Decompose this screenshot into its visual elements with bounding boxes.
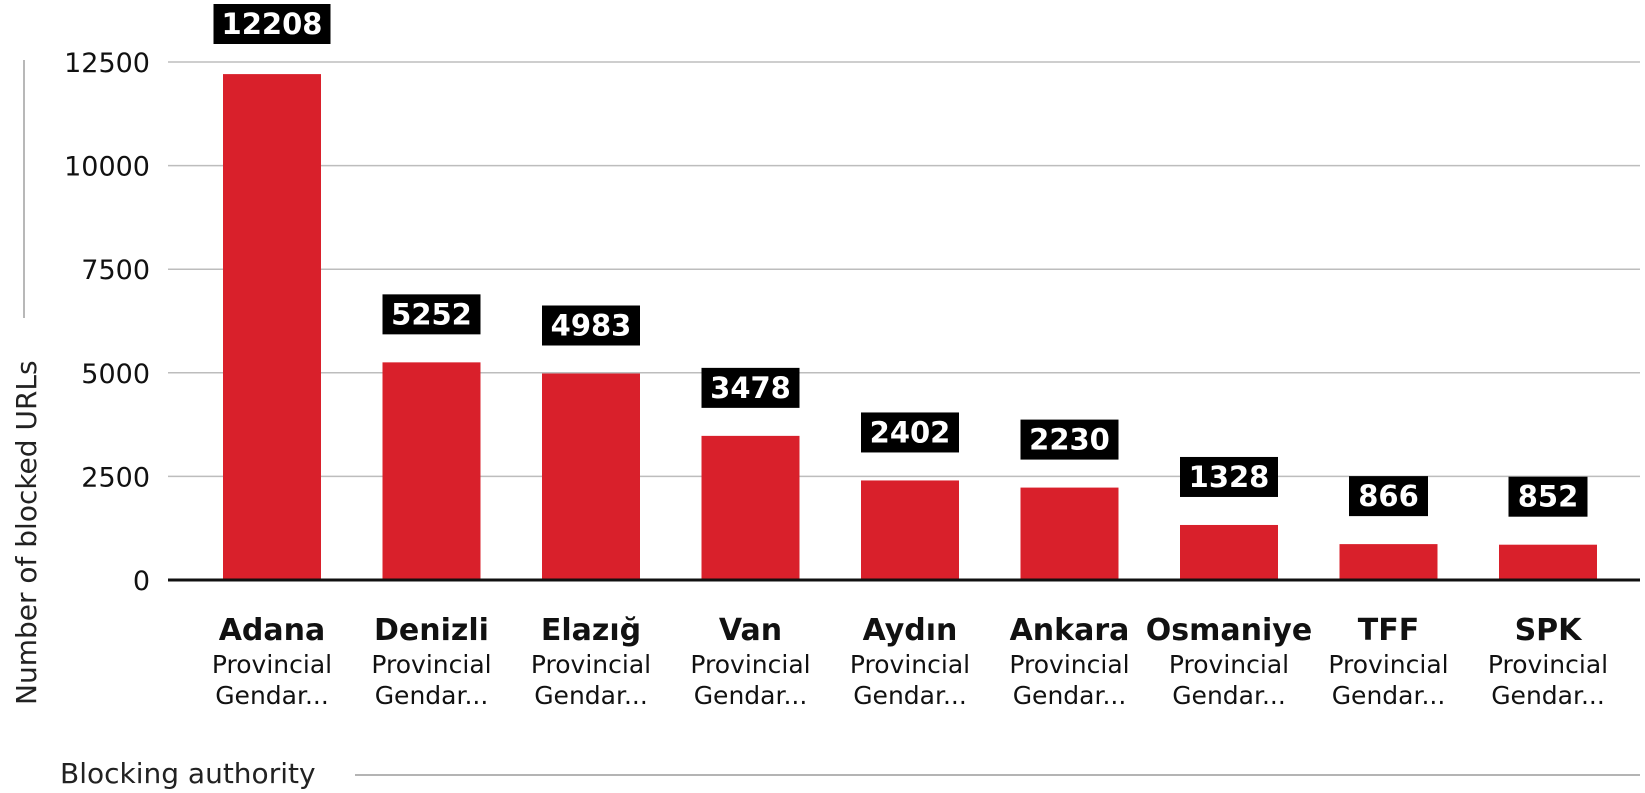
- category-label: SPK: [1515, 613, 1584, 648]
- value-label: 12208: [222, 7, 323, 41]
- category-label: Osmaniye: [1146, 613, 1312, 648]
- value-label: 866: [1358, 479, 1419, 513]
- y-tick-label: 2500: [81, 462, 150, 493]
- category-sub-label: Provincial: [531, 650, 651, 679]
- category-sub-label: Provincial: [1328, 650, 1448, 679]
- category-sub-label-2: Gendar...: [1332, 681, 1446, 710]
- y-tick-label: 12500: [64, 48, 150, 79]
- value-label-box-6: [1180, 456, 1278, 497]
- category-label: Aydın: [863, 613, 958, 648]
- value-label-box-1: [382, 294, 481, 335]
- category-sub-label-2: Gendar...: [1013, 681, 1127, 710]
- category-label: TFF: [1358, 613, 1419, 648]
- bars: [223, 74, 1597, 581]
- category-label: Adana: [219, 613, 326, 648]
- value-label-box-0: [213, 4, 331, 44]
- category-sub-label: Provincial: [690, 650, 810, 679]
- value-label-box-3: [701, 367, 800, 408]
- bar-6: [1180, 524, 1278, 580]
- value-label-box-2: [542, 305, 640, 346]
- value-label: 2230: [1029, 423, 1110, 457]
- x-axis-categories: AdanaProvincialGendar...DenizliProvincia…: [212, 613, 1608, 710]
- bar-5: [1020, 487, 1119, 580]
- value-label-box-8: [1508, 476, 1588, 517]
- category-sub-label-2: Gendar...: [215, 681, 329, 710]
- category-label: Ankara: [1010, 613, 1130, 648]
- value-label: 852: [1518, 480, 1579, 514]
- value-label-box-7: [1349, 476, 1428, 517]
- y-axis-title: Number of blocked URLs: [10, 360, 43, 705]
- y-tick-label: 10000: [64, 152, 150, 183]
- category-sub-label: Provincial: [1488, 650, 1608, 679]
- value-label: 1328: [1189, 460, 1270, 494]
- category-sub-label: Provincial: [371, 650, 491, 679]
- category-sub-label-2: Gendar...: [1172, 681, 1286, 710]
- category-sub-label-2: Gendar...: [1491, 681, 1605, 710]
- category-label: Denizli: [374, 613, 489, 648]
- category-sub-label: Provincial: [850, 650, 970, 679]
- bar-4: [861, 480, 959, 580]
- category-sub-label: Provincial: [1009, 650, 1129, 679]
- value-label: 3478: [710, 371, 791, 405]
- bar-3: [701, 435, 800, 580]
- category-sub-label-2: Gendar...: [534, 681, 648, 710]
- x-axis-title: Blocking authority: [60, 757, 316, 790]
- value-label-box-4: [861, 412, 959, 453]
- y-axis-ticks: 0 2500 5000 7500 10000 12500: [64, 48, 150, 597]
- category-sub-label-2: Gendar...: [694, 681, 808, 710]
- value-labels: 12208 5252 4983 3478 2402 2230 1328 866 852: [213, 4, 1588, 517]
- y-tick-label: 5000: [81, 359, 150, 390]
- category-sub-label: Provincial: [1169, 650, 1289, 679]
- value-label-box-5: [1020, 419, 1119, 460]
- bar-8: [1499, 544, 1597, 580]
- category-label: Van: [719, 613, 782, 648]
- category-label: Elazığ: [541, 613, 641, 648]
- y-tick-label: 0: [133, 566, 150, 597]
- bar-1: [382, 362, 481, 580]
- bar-2: [542, 373, 640, 580]
- value-label: 5252: [391, 297, 472, 331]
- value-label: 2402: [870, 415, 951, 449]
- value-label: 4983: [551, 309, 632, 343]
- category-sub-label-2: Gendar...: [853, 681, 967, 710]
- category-sub-label: Provincial: [212, 650, 332, 679]
- category-sub-label-2: Gendar...: [375, 681, 489, 710]
- y-tick-label: 7500: [81, 255, 150, 286]
- bar-0: [223, 74, 321, 581]
- bar-7: [1339, 544, 1438, 580]
